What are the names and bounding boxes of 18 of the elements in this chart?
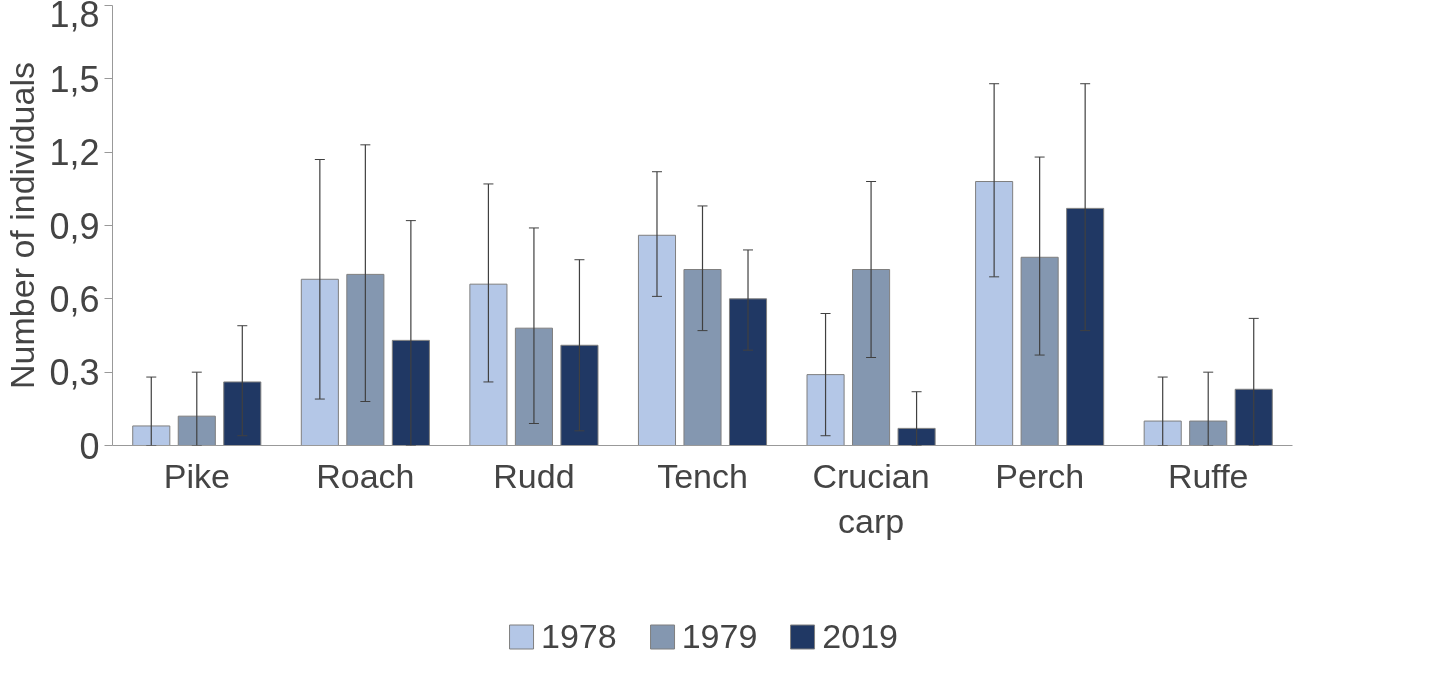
x-tick-label: Ruffe bbox=[1167, 456, 1249, 495]
y-tick-label: 1,2 bbox=[49, 132, 100, 174]
x-tick-label: Tench bbox=[657, 456, 748, 495]
x-tick-label: Rudd bbox=[493, 456, 575, 495]
y-tick-label: 0,9 bbox=[49, 205, 100, 247]
legend-label: 1978 bbox=[541, 616, 617, 656]
y-tick-label: 1,8 bbox=[49, 0, 100, 35]
y-tick-label: 0,3 bbox=[49, 352, 100, 394]
x-tick-label: Crucian carp bbox=[812, 456, 930, 541]
x-tick-label: Perch bbox=[995, 456, 1085, 495]
x-tick-label: Pike bbox=[163, 456, 230, 495]
x-tick-label: Roach bbox=[316, 456, 415, 495]
legend-label: 1979 bbox=[681, 616, 758, 656]
y-tick-label: 0,6 bbox=[49, 278, 100, 320]
y-tick-label: 0 bbox=[79, 425, 100, 467]
legend-label: 2019 bbox=[822, 616, 898, 656]
y-axis-title: Number of individuals bbox=[3, 62, 42, 389]
y-tick-label: 1,5 bbox=[49, 58, 100, 100]
